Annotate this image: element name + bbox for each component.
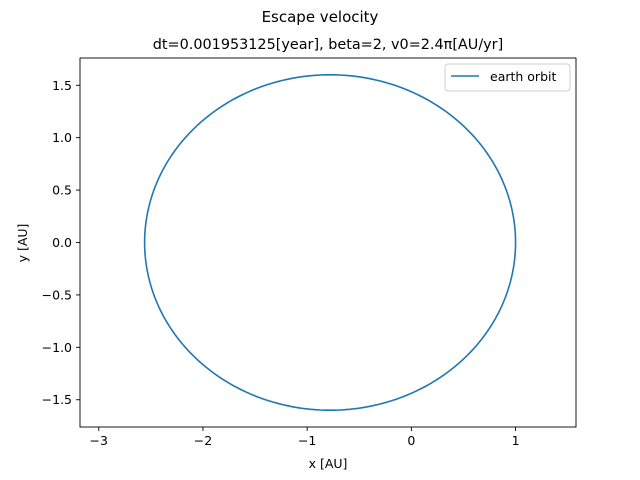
x-tick-label: 1 (512, 433, 520, 448)
x-axis-label: x [AU] (309, 456, 348, 471)
x-axis-ticks: −3 −2 −1 0 1 (90, 427, 520, 448)
legend-label-earth-orbit: earth orbit (490, 69, 556, 84)
y-tick-label: 1.0 (52, 130, 72, 145)
y-axis-label: y [AU] (15, 224, 30, 263)
y-tick-label: 0.0 (52, 235, 72, 250)
x-tick-label: −3 (90, 433, 108, 448)
y-tick-label: 1.5 (52, 78, 72, 93)
x-tick-label: −2 (194, 433, 212, 448)
legend: earth orbit (444, 63, 571, 92)
series-line-earth-orbit (143, 73, 517, 412)
y-tick-label: 0.5 (52, 183, 72, 198)
legend-box (444, 63, 571, 92)
x-tick-label: 0 (407, 433, 415, 448)
x-tick-label: −1 (298, 433, 316, 448)
y-tick-label: −1.0 (42, 340, 72, 355)
y-tick-label: −0.5 (42, 287, 72, 302)
chart-title: dt=0.001953125[year], beta=2, v0=2.4π[AU… (153, 37, 503, 53)
y-axis-ticks: −1.5 −1.0 −0.5 0.0 0.5 1.0 1.5 (42, 78, 80, 407)
line-layer (143, 73, 517, 412)
y-tick-label: −1.5 (42, 392, 72, 407)
chart-suptitle: Escape velocity (262, 8, 379, 26)
